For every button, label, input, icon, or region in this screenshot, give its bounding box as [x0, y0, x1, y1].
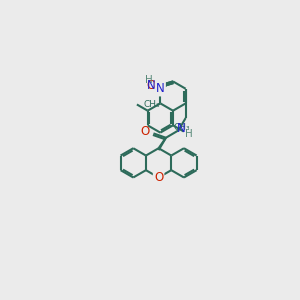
Text: O: O — [146, 79, 155, 92]
Text: O: O — [154, 172, 163, 185]
Text: N: N — [147, 79, 156, 92]
Text: N: N — [156, 82, 165, 95]
Text: O: O — [154, 171, 163, 184]
Text: N: N — [177, 122, 186, 135]
Text: CH₃: CH₃ — [174, 123, 190, 132]
Text: O: O — [140, 125, 150, 138]
Text: H: H — [145, 74, 153, 85]
Text: CH₃: CH₃ — [143, 100, 160, 109]
Text: H: H — [185, 129, 193, 139]
